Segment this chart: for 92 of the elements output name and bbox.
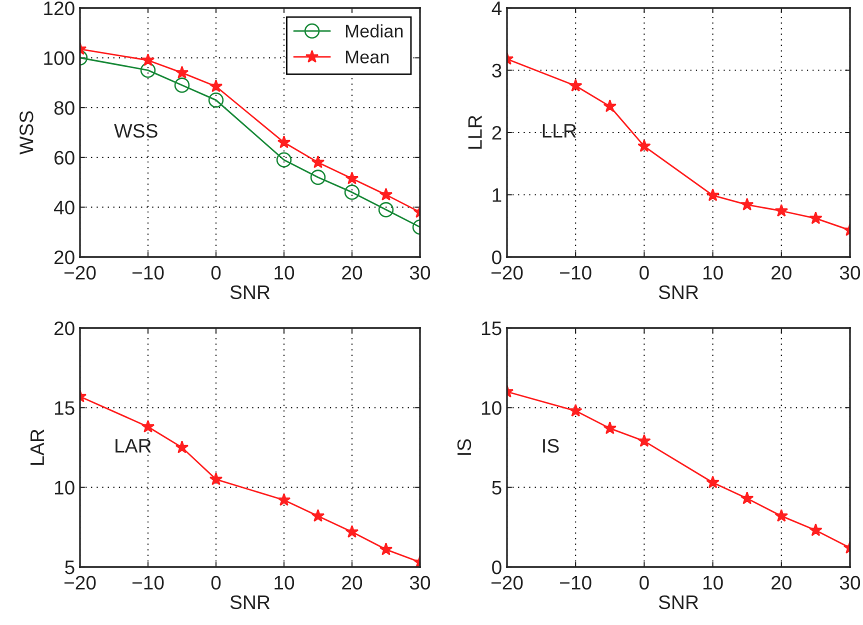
y-tick-label: 2: [492, 126, 502, 140]
y-tick-label: 3: [492, 64, 502, 78]
x-tick-label: 30: [840, 576, 860, 590]
y-tick-label: 20: [54, 321, 74, 336]
x-tick-label: −10: [132, 266, 164, 280]
point: [310, 170, 326, 185]
point: [311, 155, 325, 168]
point: [311, 509, 325, 522]
point: [345, 172, 359, 184]
y-tick-label: 5: [492, 481, 502, 495]
legend-label: Mean: [346, 50, 389, 64]
x-tick-label: −20: [491, 576, 523, 590]
x-tick-label: 0: [640, 266, 649, 280]
point: [175, 66, 189, 78]
y-tick-label: 0: [492, 250, 502, 264]
point: [603, 99, 617, 112]
x-tick-label: 10: [274, 266, 294, 280]
point: [175, 440, 189, 454]
y-tick-label: 15: [54, 401, 74, 415]
x-tick-label: −10: [560, 266, 592, 280]
y-tick-label: 100: [44, 51, 74, 66]
x-tick-label: −20: [64, 576, 96, 590]
y-tick-label: 15: [482, 322, 502, 336]
x-axis-title: SNR: [658, 595, 698, 610]
y-tick-label: 1: [492, 188, 502, 202]
legend-label: Median: [346, 24, 403, 38]
x-tick-label: 30: [840, 266, 860, 280]
x-tick-label: 30: [410, 576, 430, 590]
x-tick-label: −10: [560, 576, 592, 590]
point: [141, 420, 155, 433]
point: [379, 188, 393, 200]
point: [209, 472, 223, 486]
y-axis-title: IS: [457, 439, 472, 455]
x-tick-label: 0: [640, 576, 649, 590]
y-axis-title: LAR: [30, 429, 44, 465]
y-tick-label: 120: [44, 1, 74, 16]
x-tick-label: 0: [211, 576, 221, 590]
x-axis-title: SNR: [658, 285, 698, 300]
point: [208, 92, 224, 108]
point: [809, 211, 822, 224]
point: [774, 204, 788, 217]
x-tick-label: −20: [491, 266, 523, 280]
point: [638, 434, 651, 447]
y-tick-label: 10: [54, 480, 74, 495]
y-tick-label: 5: [65, 560, 74, 574]
y-tick-label: 0: [492, 560, 502, 574]
y-tick-label: 40: [54, 200, 74, 214]
annotation: LAR: [116, 439, 151, 453]
point: [174, 78, 190, 93]
point: [706, 476, 720, 488]
point: [277, 493, 291, 506]
point: [277, 136, 291, 148]
annotation: LLR: [542, 124, 576, 138]
point: [345, 525, 359, 538]
point: [638, 139, 651, 152]
point: [276, 152, 292, 168]
y-tick-label: 80: [54, 101, 74, 115]
x-tick-label: 20: [342, 576, 362, 590]
x-tick-label: −10: [132, 576, 164, 590]
x-tick-label: 10: [703, 266, 723, 280]
point: [774, 509, 788, 522]
annotation: IS: [543, 438, 559, 453]
x-axis-title: SNR: [230, 285, 270, 300]
point: [809, 523, 822, 536]
point: [140, 62, 156, 78]
point: [378, 202, 394, 218]
point: [740, 198, 754, 210]
x-tick-label: −20: [64, 266, 96, 280]
point: [344, 184, 360, 200]
y-axis-title: WSS: [20, 111, 34, 155]
y-axis-title: LLR: [468, 116, 482, 149]
point: [740, 492, 754, 504]
point: [603, 421, 617, 434]
x-tick-label: 10: [703, 576, 723, 590]
x-tick-label: 20: [772, 266, 792, 280]
x-tick-label: 20: [772, 576, 792, 590]
y-tick-label: 20: [54, 250, 74, 264]
point: [379, 542, 393, 556]
point: [568, 78, 582, 92]
x-tick-label: 0: [211, 266, 221, 280]
x-tick-label: 10: [274, 576, 294, 590]
annotation: WSS: [114, 124, 158, 138]
y-tick-label: 60: [54, 150, 74, 165]
point: [141, 53, 155, 66]
point: [568, 404, 582, 417]
x-axis-title: SNR: [230, 595, 270, 610]
x-tick-label: 30: [410, 266, 430, 280]
point: [706, 188, 720, 202]
x-tick-label: 20: [342, 266, 362, 280]
point: [209, 79, 223, 92]
y-tick-label: 4: [492, 2, 502, 16]
y-tick-label: 10: [482, 401, 502, 415]
